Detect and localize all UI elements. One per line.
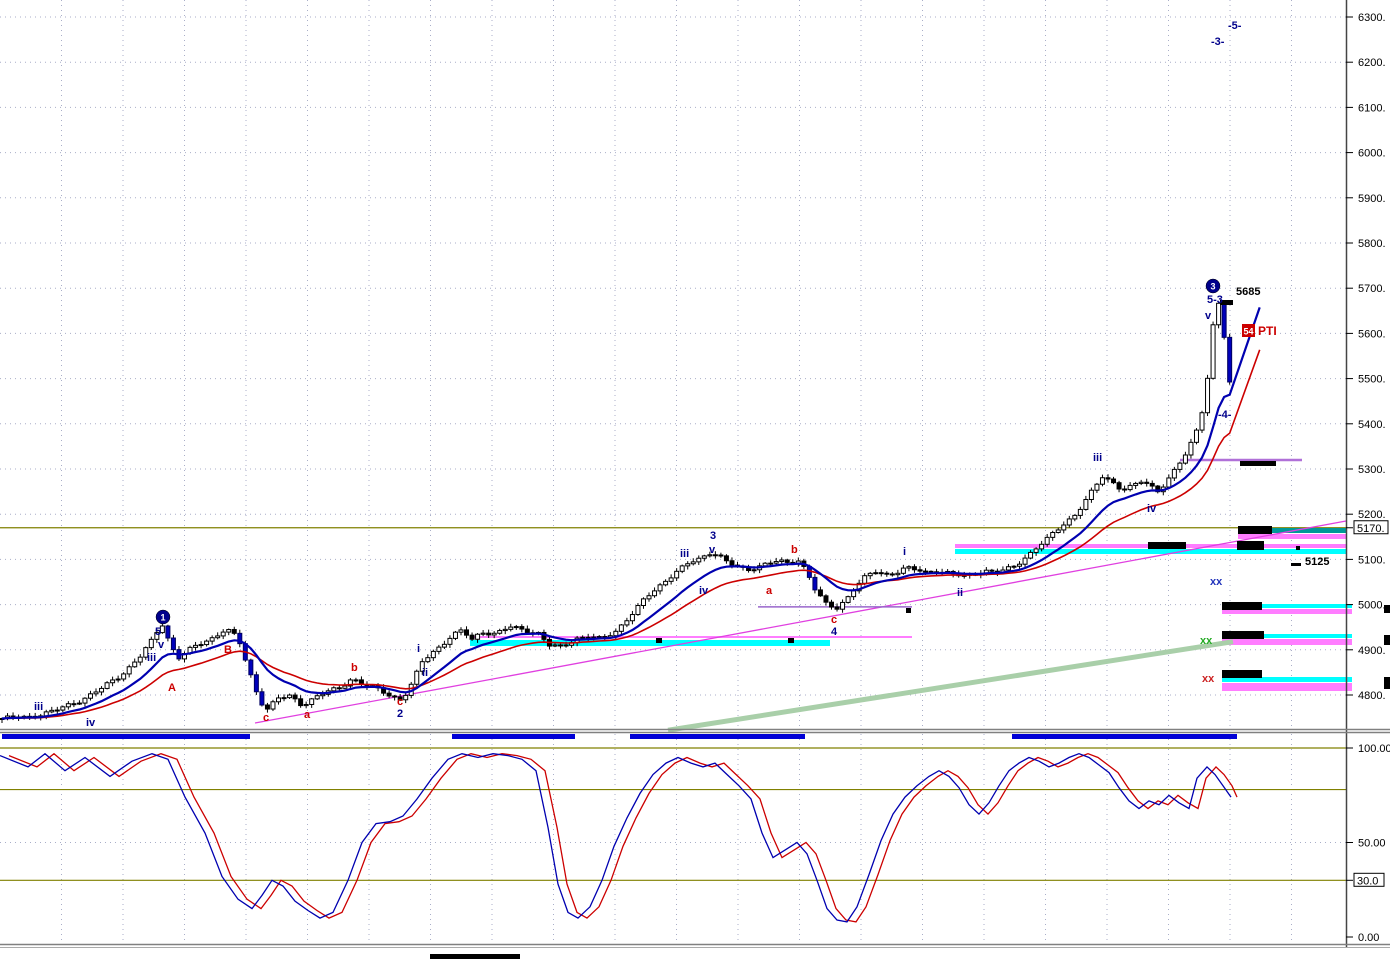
svg-text:5000.: 5000. <box>1358 600 1386 612</box>
svg-text:a: a <box>766 585 773 597</box>
signal-bars <box>2 734 1237 739</box>
svg-text:5685: 5685 <box>1236 286 1260 298</box>
ma-slow-line <box>1 349 1261 720</box>
svg-text:PTI: PTI <box>1258 324 1277 338</box>
svg-text:iii: iii <box>34 701 43 713</box>
svg-text:i: i <box>903 546 906 558</box>
svg-text:6300.: 6300. <box>1358 12 1386 24</box>
svg-text:30.0: 30.0 <box>1357 875 1378 887</box>
svg-text:iii: iii <box>680 548 689 560</box>
svg-text:c: c <box>831 614 837 626</box>
svg-text:ii: ii <box>957 587 963 599</box>
ma-fast-line <box>1 307 1261 720</box>
svg-text:5125: 5125 <box>1305 556 1329 568</box>
svg-text:4: 4 <box>831 626 838 638</box>
svg-text:6200.: 6200. <box>1358 57 1386 69</box>
svg-text:iv: iv <box>1147 503 1157 515</box>
svg-text:b: b <box>351 662 358 674</box>
svg-text:v: v <box>1205 310 1212 322</box>
svg-text:5100.: 5100. <box>1358 554 1386 566</box>
svg-text:5800.: 5800. <box>1358 238 1386 250</box>
svg-text:xx: xx <box>1202 673 1215 685</box>
svg-text:0.00: 0.00 <box>1358 932 1379 944</box>
svg-text:5: 5 <box>155 626 161 638</box>
svg-text:iv: iv <box>699 585 709 597</box>
svg-text:3: 3 <box>1210 282 1215 292</box>
svg-text:5300.: 5300. <box>1358 464 1386 476</box>
svg-text:i: i <box>417 643 420 655</box>
svg-text:B: B <box>224 644 232 656</box>
svg-text:3: 3 <box>710 530 716 542</box>
pti-label: 54 PTI <box>1242 324 1277 338</box>
svg-text:6100.: 6100. <box>1358 102 1386 114</box>
svg-text:v: v <box>709 544 716 556</box>
scrollbar-thumb[interactable] <box>430 954 520 959</box>
svg-text:6000.: 6000. <box>1358 148 1386 160</box>
price-axis: 6300. 6200. 6100. 6000. 5900. 5800. 5700. 5600.… <box>1345 0 1390 947</box>
svg-text:5-3: 5-3 <box>1207 294 1223 306</box>
panel-dividers <box>0 728 1390 948</box>
svg-text:A: A <box>168 682 176 694</box>
svg-text:xx: xx <box>1210 576 1223 588</box>
svg-text:54: 54 <box>1244 327 1254 337</box>
svg-text:-5-: -5- <box>1228 20 1242 32</box>
svg-text:c: c <box>397 696 403 708</box>
svg-text:4800.: 4800. <box>1358 690 1386 702</box>
svg-text:xx: xx <box>1200 635 1213 647</box>
svg-text:ii: ii <box>422 667 428 679</box>
oscillator-fast-line <box>0 752 1232 923</box>
zone-markers: xx xx xx <box>656 300 1390 689</box>
svg-text:4900.: 4900. <box>1358 645 1386 657</box>
svg-text:5900.: 5900. <box>1358 193 1386 205</box>
svg-text:c: c <box>263 712 269 724</box>
svg-text:50.00: 50.00 <box>1358 838 1386 850</box>
svg-text:a: a <box>304 709 311 721</box>
svg-text:5170.: 5170. <box>1357 523 1385 535</box>
svg-text:iii: iii <box>147 652 156 664</box>
svg-text:5200.: 5200. <box>1358 509 1386 521</box>
svg-text:-3-: -3- <box>1211 36 1225 48</box>
svg-text:100.00: 100.00 <box>1358 743 1390 755</box>
svg-text:iv: iv <box>86 717 96 729</box>
svg-text:5500.: 5500. <box>1358 374 1386 386</box>
svg-text:2: 2 <box>397 708 403 720</box>
svg-text:5600.: 5600. <box>1358 328 1386 340</box>
svg-text:b: b <box>791 544 798 556</box>
svg-text:iii: iii <box>1093 452 1102 464</box>
svg-text:v: v <box>158 639 165 651</box>
svg-text:5700.: 5700. <box>1358 283 1386 295</box>
svg-text:-4-: -4- <box>1218 409 1232 421</box>
svg-text:1: 1 <box>160 613 165 623</box>
svg-text:5400.: 5400. <box>1358 419 1386 431</box>
oscillator-lines <box>0 752 1238 923</box>
